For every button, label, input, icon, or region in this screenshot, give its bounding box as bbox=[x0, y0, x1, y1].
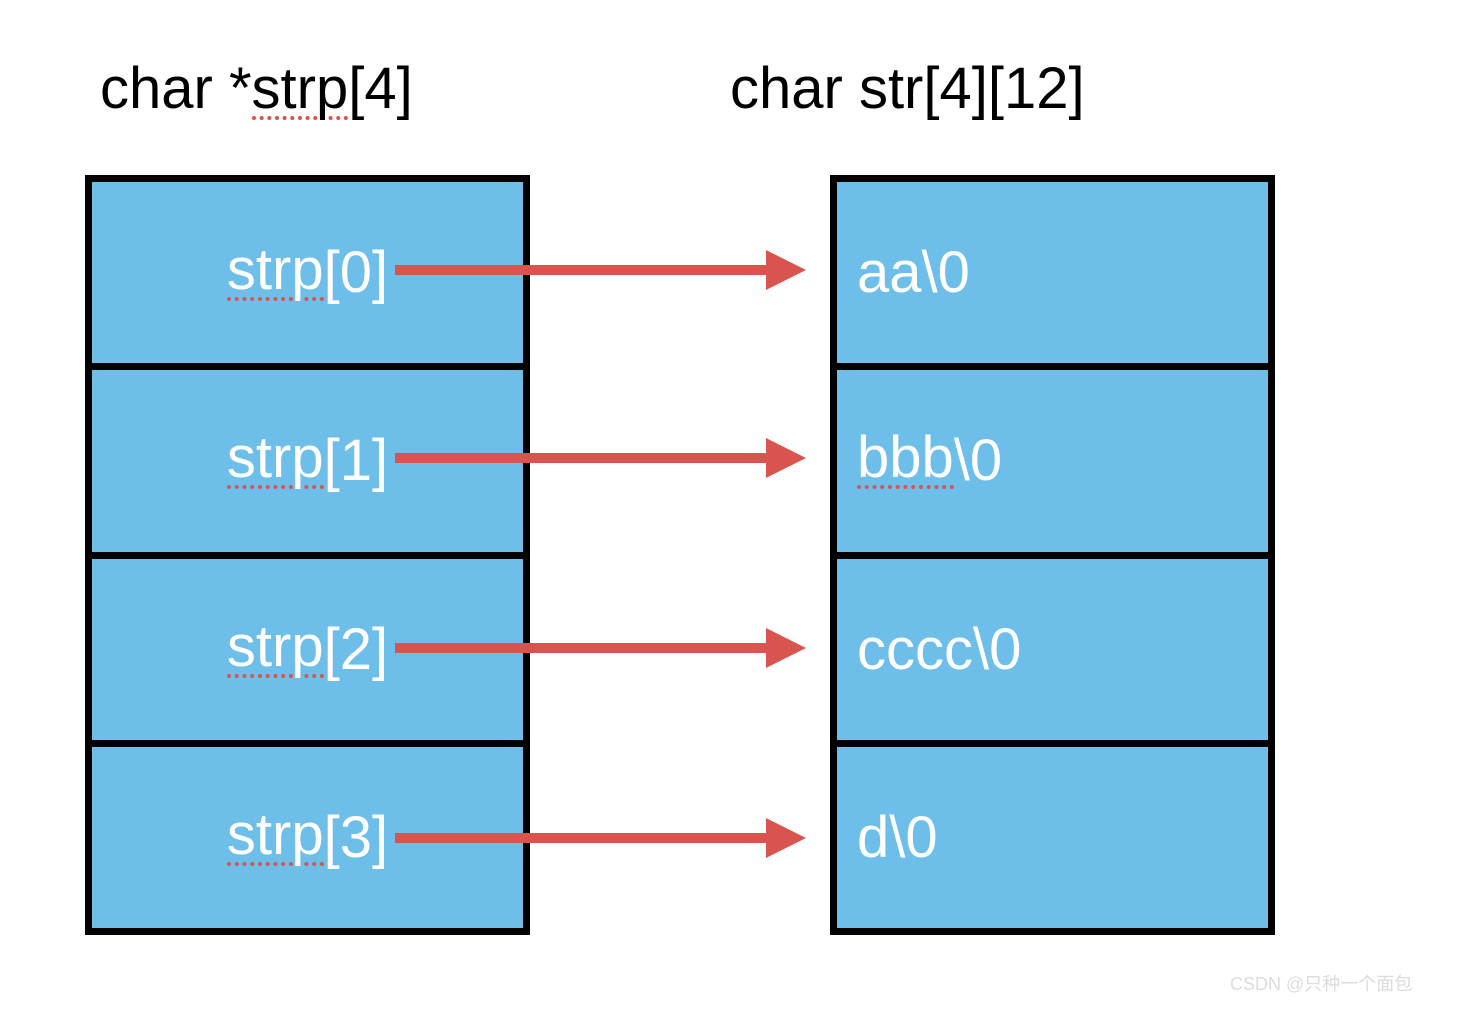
right-cell-2-text: cccc\0 bbox=[857, 616, 1021, 683]
watermark: CSDN @只种一个面包 bbox=[1230, 970, 1412, 996]
left-cell-2-underlined: strp bbox=[227, 621, 324, 678]
right-cell-0-text: aa\0 bbox=[857, 239, 970, 306]
right-column: aa\0 bbb\0 cccc\0 d\0 bbox=[830, 175, 1275, 935]
left-cell-0-suffix: [0] bbox=[324, 239, 389, 306]
left-cell-2-suffix: [2] bbox=[324, 616, 389, 683]
right-cell-3: d\0 bbox=[837, 747, 1268, 928]
left-cell-3: strp[3] bbox=[92, 747, 523, 928]
left-cell-0-underlined: strp bbox=[227, 244, 324, 301]
left-cell-1-suffix: [1] bbox=[324, 427, 389, 494]
left-cell-3-underlined: strp bbox=[227, 809, 324, 866]
left-cell-3-suffix: [3] bbox=[324, 804, 389, 871]
left-title: char *strp[4] bbox=[100, 55, 413, 122]
left-cell-1-underlined: strp bbox=[227, 432, 324, 489]
left-title-underlined: strp bbox=[252, 63, 349, 120]
left-title-suffix: [4] bbox=[348, 56, 413, 121]
left-cell-2: strp[2] bbox=[92, 559, 523, 747]
right-cell-1: bbb\0 bbox=[837, 370, 1268, 558]
right-cell-1-underlined: bbb bbox=[857, 432, 954, 489]
right-cell-2: cccc\0 bbox=[837, 559, 1268, 747]
left-cell-1: strp[1] bbox=[92, 370, 523, 558]
left-column: strp[0] strp[1] strp[2] strp[3] bbox=[85, 175, 530, 935]
left-title-prefix: char * bbox=[100, 56, 252, 121]
right-cell-1-suffix: \0 bbox=[954, 427, 1002, 494]
right-cell-3-text: d\0 bbox=[857, 804, 938, 871]
right-title: char str[4][12] bbox=[730, 55, 1085, 122]
right-cell-0: aa\0 bbox=[837, 182, 1268, 370]
left-cell-0: strp[0] bbox=[92, 182, 523, 370]
